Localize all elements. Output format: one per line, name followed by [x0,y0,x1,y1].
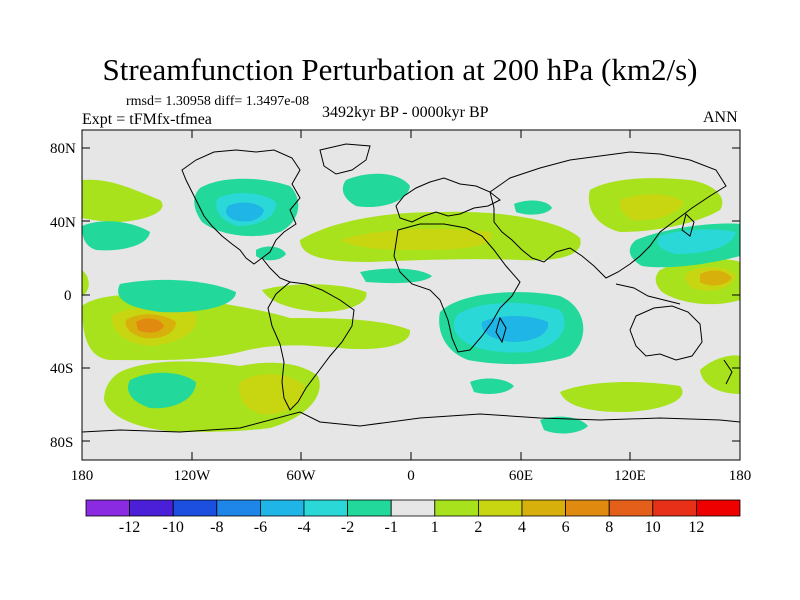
colorbar-tick-label: -12 [119,519,140,536]
coastline-new-zealand [723,359,733,385]
coastline-north-america [181,149,301,265]
lat-label-80n: 80N [50,141,76,157]
coastline-antarctica [82,411,740,433]
colorbar-tick-label: 4 [518,519,526,536]
neg-region-eastern-pacific-north [82,221,150,251]
colorbar-swatch [652,499,697,517]
colorbar-swatch [216,499,261,517]
coastline-australia [629,305,703,361]
coastline-madagascar [495,316,507,344]
neg-region-africa-north-strip [360,268,432,284]
lat-label-eq: 0 [64,288,72,304]
colorbar-swatch [303,499,348,517]
coastline-south-america [267,281,355,411]
colorbar-tick-label: -1 [385,519,398,536]
colorbar-labels: -12 -10 -8 -6 -4 -2 -1 1 2 4 6 8 10 12 [119,519,704,536]
negative-anomaly-regions [82,173,740,434]
pos-region-southern-indian [560,382,683,412]
colorbar-tick-label: -6 [254,519,267,536]
colorbar-tick-label: -2 [341,519,354,536]
colorbar-swatch [347,499,392,517]
pos-region-west-south-pacific [82,270,89,296]
lat-label-40s: 40S [50,361,73,377]
coastline-central-america [261,257,291,283]
pos-region-pos-level6-south-pacific [136,318,164,333]
lon-label-180-right: 180 [729,468,752,484]
lon-label-180-left: 180 [71,468,94,484]
colorbar-swatch [608,499,654,517]
neg-region-level4-north-america [226,202,264,222]
longitude-labels: 180 120W 60W 0 60E 120E 180 [71,468,752,484]
colorbar-tick-label: 12 [688,519,704,536]
period-label: 3492kyr BP - 0000kyr BP [322,104,489,121]
colorbar [85,499,741,517]
neg-region-south-atlantic [470,378,514,394]
lon-label-0: 0 [407,468,415,484]
neg-region-south-pacific-east [128,372,196,409]
plot-title: Streamfunction Perturbation at 200 hPa (… [102,52,698,87]
colorbar-swatch [129,499,174,517]
neg-region-north-atlantic [342,173,410,208]
lon-label-60e: 60E [509,468,533,484]
axis-ticks [82,130,740,460]
coastline-africa [393,223,521,353]
colorbar-tick-label: 6 [562,519,570,536]
pos-region-pos-level4-west-pacific [700,270,732,286]
colorbar-swatch [390,499,436,517]
map-area [82,130,740,460]
pos-region-south-america-east [262,284,367,312]
lon-label-120e: 120E [614,468,646,484]
lat-label-40n: 40N [50,215,76,231]
neg-region-south-indian [540,416,588,434]
coastline-asia [489,151,727,279]
colorbar-swatch [477,499,523,517]
season-label: ANN [703,109,738,126]
pos-region-pos-level2-asia [619,194,684,221]
coastline-japan [681,213,695,237]
stats-label: rmsd= 1.30958 diff= 1.3497e-08 [126,94,310,109]
colorbar-swatch [696,499,741,517]
experiment-label: Expt = tFMfx-tfmea [82,111,212,128]
lon-label-120w: 120W [174,468,212,484]
coastline-europe [395,177,501,223]
colorbar-swatch [259,499,305,517]
neg-region-level2-west-pacific [657,229,736,254]
colorbar-tick-label: 8 [605,519,613,536]
colorbar-swatch [565,499,610,517]
colorbar-tick-label: 2 [474,519,482,536]
colorbar-swatch [434,499,479,517]
pos-region-pos-level2-south-america [238,374,305,415]
coastlines [82,143,740,433]
colorbar-tick-label: 1 [431,519,439,536]
latitude-labels: 80N 40N 0 40S 80S [50,141,76,451]
pos-region-pos-level2-atlantic [340,228,492,250]
neg-region-pacific-tropics [118,279,236,313]
pos-region-southeast-pacific [700,355,740,394]
colorbar-swatch [172,499,218,517]
colorbar-tick-label: -4 [297,519,310,536]
colorbar-tick-label: -10 [163,519,184,536]
neg-region-europe-small [514,200,552,215]
colorbar-swatch [521,499,566,517]
coastline-indonesia [615,283,681,305]
colorbar-swatch [85,499,130,517]
coastline-greenland [319,143,371,175]
colorbar-tick-label: 10 [645,519,661,536]
colorbar-tick-label: -8 [210,519,223,536]
lon-label-60w: 60W [286,468,316,484]
lat-label-80s: 80S [50,435,73,451]
pos-region-north-pacific-west [82,179,163,222]
positive-anomaly-regions [82,178,740,432]
